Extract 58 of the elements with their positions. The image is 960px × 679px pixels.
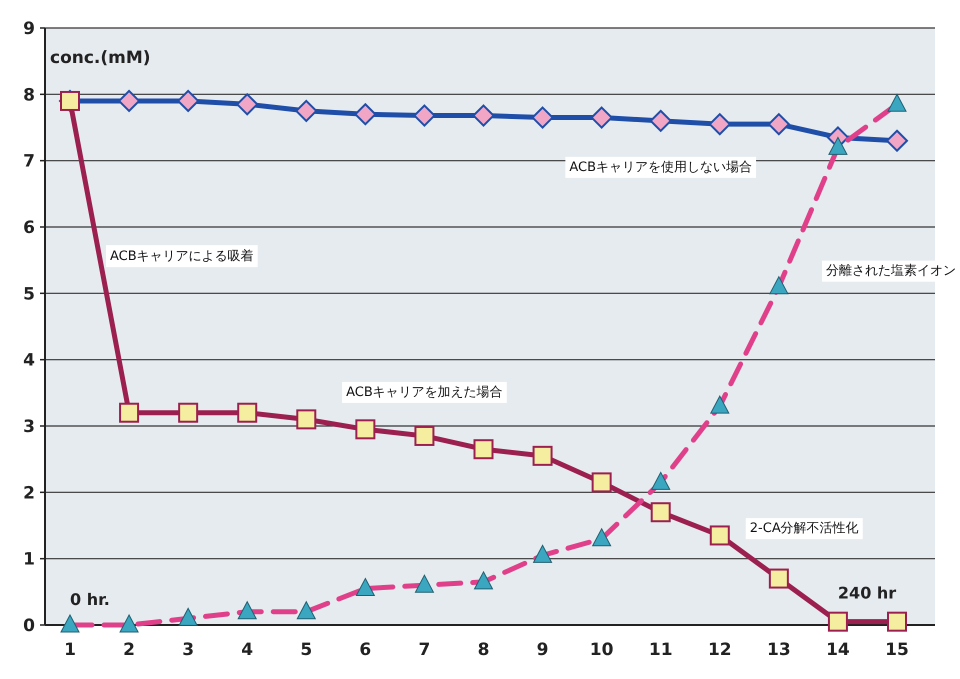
point bbox=[178, 402, 198, 423]
y-tick-label: 5 bbox=[23, 284, 35, 304]
y-tick-label: 1 bbox=[23, 550, 35, 570]
point bbox=[708, 113, 731, 136]
point bbox=[474, 439, 494, 460]
annotation: ACBキャリアによる吸着 bbox=[110, 248, 254, 264]
annotation: 2-CA分解不活性化 bbox=[750, 521, 859, 536]
point bbox=[592, 472, 612, 492]
y-axis-title: conc.(mM) bbox=[50, 48, 151, 68]
text: 分離された塩素イオン bbox=[826, 264, 956, 279]
point bbox=[532, 446, 553, 466]
point bbox=[236, 93, 258, 116]
point bbox=[237, 402, 258, 423]
x-tick-label: 15 bbox=[885, 640, 909, 660]
point bbox=[354, 103, 376, 126]
y-tick-label: 6 bbox=[23, 218, 35, 238]
point bbox=[886, 130, 908, 152]
series-label: ACBキャリアを加えた場合 bbox=[346, 384, 503, 400]
x-tick-label: 10 bbox=[590, 640, 614, 660]
point bbox=[768, 568, 789, 589]
x-tick-label: 13 bbox=[767, 640, 791, 660]
annotation: 0 hr. bbox=[70, 590, 110, 610]
y-tick-label: 0 bbox=[23, 616, 36, 636]
point bbox=[295, 100, 318, 122]
point bbox=[590, 106, 613, 129]
point bbox=[887, 612, 907, 632]
point bbox=[650, 502, 671, 522]
point bbox=[472, 104, 494, 127]
x-tick-label: 1 bbox=[64, 640, 76, 660]
x-tick-label: 8 bbox=[478, 640, 490, 660]
y-tick-label: 4 bbox=[23, 350, 36, 371]
annotation: 240 hr bbox=[838, 583, 896, 602]
x-tick-label: 11 bbox=[648, 640, 673, 660]
point bbox=[768, 113, 790, 136]
point bbox=[355, 419, 376, 440]
y-tick-label: 9 bbox=[23, 19, 35, 39]
point bbox=[119, 402, 140, 423]
y-tick-label: 7 bbox=[23, 152, 35, 172]
x-tick-label: 4 bbox=[241, 640, 254, 660]
x-tick-label: 3 bbox=[182, 640, 194, 660]
point bbox=[828, 612, 848, 632]
point bbox=[650, 110, 672, 132]
y-tick-label: 8 bbox=[23, 85, 35, 106]
x-tick-label: 6 bbox=[359, 640, 372, 660]
x-tick-label: 7 bbox=[418, 640, 430, 660]
point bbox=[296, 409, 316, 430]
x-tick-label: 2 bbox=[123, 640, 135, 660]
y-tick-label: 2 bbox=[23, 483, 35, 504]
point bbox=[177, 90, 200, 112]
point bbox=[414, 426, 434, 446]
x-tick-label: 12 bbox=[708, 640, 732, 660]
point bbox=[413, 104, 436, 127]
text: ACBキャリアを使用しない場合 bbox=[569, 160, 752, 175]
y-tick-label: 3 bbox=[23, 417, 35, 437]
point bbox=[710, 525, 730, 546]
x-tick-label: 5 bbox=[300, 640, 312, 660]
x-tick-label: 9 bbox=[536, 640, 548, 660]
x-tick-label: 14 bbox=[826, 640, 850, 660]
